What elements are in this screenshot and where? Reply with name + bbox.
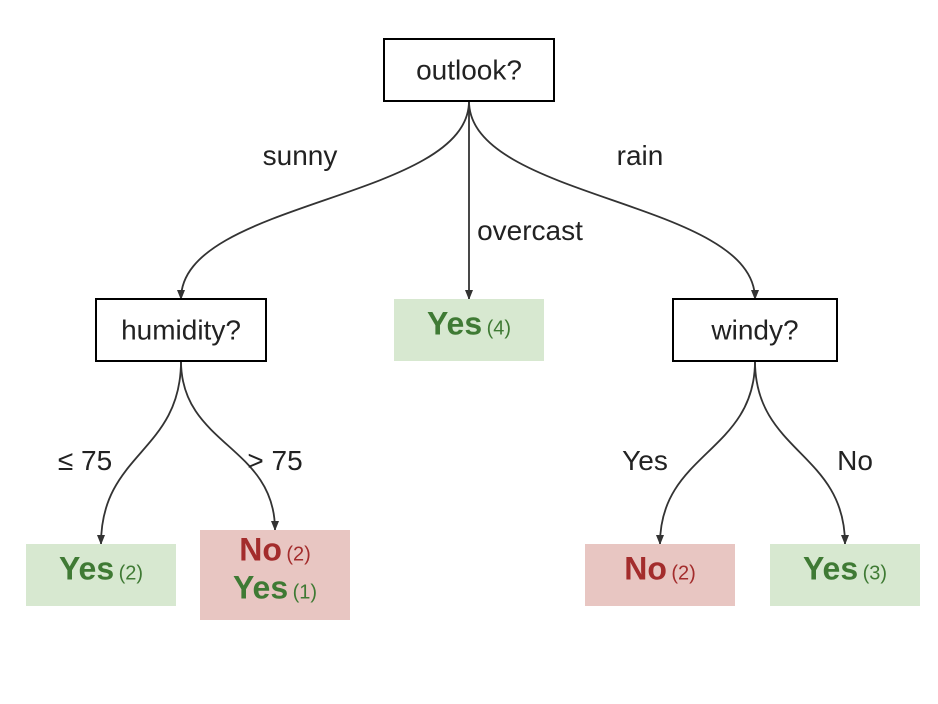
leaf-count: (2) — [286, 544, 310, 566]
edge-label: overcast — [477, 215, 583, 246]
leaf-text: Yes — [803, 551, 858, 587]
edge-label: sunny — [263, 140, 338, 171]
leaf-count: (4) — [487, 318, 511, 340]
node-label: windy? — [710, 315, 798, 346]
edge-root-to-windy — [469, 101, 755, 299]
question-node-root: outlook? — [384, 39, 554, 101]
leaf-count: (3) — [863, 563, 887, 585]
question-node-humidity: humidity? — [96, 299, 266, 361]
node-label: outlook? — [416, 55, 522, 86]
edge-label: rain — [617, 140, 664, 171]
edge-label: > 75 — [247, 445, 302, 476]
node-label: humidity? — [121, 315, 241, 346]
edge-root-to-humidity — [181, 101, 469, 299]
edge-label: ≤ 75 — [58, 445, 112, 476]
leaf-node-leaf_hum_le: Yes (2) — [26, 544, 176, 606]
leaf-text: No — [624, 551, 667, 587]
leaf-node-leaf_windy_yes: No (2) — [585, 544, 735, 606]
nodes-layer: outlook?humidity?windy?Yes (4)Yes (2)No … — [26, 39, 920, 620]
leaf-count: (2) — [119, 563, 143, 585]
edge-humidity-to-leaf_hum_le — [101, 361, 181, 544]
leaf-count: (2) — [671, 563, 695, 585]
edge-label: Yes — [622, 445, 668, 476]
leaf-text: Yes — [59, 551, 114, 587]
leaf-node-leaf_windy_no: Yes (3) — [770, 544, 920, 606]
question-node-windy: windy? — [673, 299, 837, 361]
edge-windy-to-leaf_windy_yes — [660, 361, 755, 544]
leaf-node-leaf_overcast: Yes (4) — [394, 299, 544, 361]
edge-windy-to-leaf_windy_no — [755, 361, 845, 544]
leaf-text: No — [239, 532, 282, 568]
decision-tree-diagram: sunnyovercastrain≤ 75> 75YesNo outlook?h… — [0, 0, 938, 704]
leaf-text: Yes — [233, 570, 288, 606]
leaf-node-leaf_hum_gt: No (2) Yes (1) — [200, 530, 350, 620]
edge-label: No — [837, 445, 873, 476]
leaf-text: Yes — [427, 306, 482, 342]
leaf-count: (1) — [293, 582, 317, 604]
